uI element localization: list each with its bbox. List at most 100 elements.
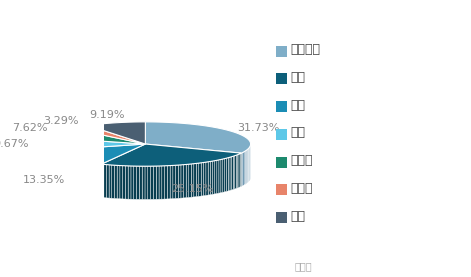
Polygon shape bbox=[91, 163, 92, 196]
Polygon shape bbox=[114, 165, 117, 199]
Polygon shape bbox=[79, 161, 80, 195]
Polygon shape bbox=[52, 154, 53, 188]
Text: 25.15%: 25.15% bbox=[171, 184, 214, 194]
Polygon shape bbox=[81, 161, 82, 195]
Polygon shape bbox=[58, 157, 59, 190]
Polygon shape bbox=[240, 153, 241, 187]
Polygon shape bbox=[71, 125, 146, 144]
Polygon shape bbox=[164, 166, 167, 199]
Polygon shape bbox=[239, 154, 240, 188]
Polygon shape bbox=[167, 166, 170, 199]
Polygon shape bbox=[189, 164, 191, 198]
Polygon shape bbox=[228, 157, 230, 191]
Polygon shape bbox=[40, 137, 146, 151]
Polygon shape bbox=[112, 165, 114, 198]
Text: 矿业汇: 矿业汇 bbox=[294, 261, 312, 271]
Bar bbox=[276, 129, 287, 140]
Polygon shape bbox=[146, 122, 251, 153]
Polygon shape bbox=[46, 152, 47, 185]
Polygon shape bbox=[233, 156, 235, 189]
Polygon shape bbox=[248, 148, 249, 182]
Bar bbox=[276, 157, 287, 168]
Polygon shape bbox=[60, 157, 61, 191]
Polygon shape bbox=[97, 164, 98, 197]
Polygon shape bbox=[101, 144, 241, 166]
Polygon shape bbox=[106, 165, 109, 198]
Polygon shape bbox=[184, 165, 186, 198]
Polygon shape bbox=[223, 159, 225, 192]
Polygon shape bbox=[227, 158, 228, 191]
Polygon shape bbox=[100, 164, 101, 198]
Polygon shape bbox=[237, 154, 239, 188]
Polygon shape bbox=[49, 153, 50, 187]
Polygon shape bbox=[139, 166, 142, 199]
Polygon shape bbox=[173, 165, 176, 199]
Polygon shape bbox=[206, 162, 208, 195]
Polygon shape bbox=[212, 161, 215, 194]
Polygon shape bbox=[62, 158, 63, 191]
Polygon shape bbox=[203, 162, 206, 196]
Polygon shape bbox=[199, 163, 201, 196]
Polygon shape bbox=[48, 152, 49, 186]
Polygon shape bbox=[68, 159, 69, 193]
Polygon shape bbox=[56, 156, 57, 189]
Polygon shape bbox=[137, 166, 139, 199]
Polygon shape bbox=[201, 163, 203, 196]
Polygon shape bbox=[61, 157, 62, 191]
Polygon shape bbox=[145, 166, 148, 199]
Polygon shape bbox=[45, 151, 46, 184]
Polygon shape bbox=[47, 152, 48, 186]
Polygon shape bbox=[235, 155, 236, 189]
Polygon shape bbox=[82, 162, 83, 195]
Text: 中国: 中国 bbox=[291, 71, 306, 84]
Polygon shape bbox=[92, 163, 93, 197]
Polygon shape bbox=[243, 152, 244, 186]
Polygon shape bbox=[236, 155, 237, 188]
Polygon shape bbox=[109, 165, 112, 198]
Bar bbox=[276, 184, 287, 195]
Polygon shape bbox=[215, 160, 217, 194]
Polygon shape bbox=[59, 157, 60, 190]
Polygon shape bbox=[208, 161, 211, 195]
Polygon shape bbox=[244, 151, 245, 185]
Polygon shape bbox=[51, 154, 52, 188]
Polygon shape bbox=[128, 166, 131, 199]
Polygon shape bbox=[88, 122, 146, 144]
Polygon shape bbox=[181, 165, 184, 198]
Polygon shape bbox=[45, 128, 146, 144]
Polygon shape bbox=[71, 160, 72, 193]
Text: 其他: 其他 bbox=[291, 210, 306, 222]
Polygon shape bbox=[232, 156, 233, 190]
Polygon shape bbox=[117, 165, 120, 199]
Polygon shape bbox=[65, 158, 67, 192]
Polygon shape bbox=[77, 161, 79, 194]
Polygon shape bbox=[45, 144, 146, 164]
Polygon shape bbox=[142, 166, 145, 199]
Polygon shape bbox=[75, 161, 76, 194]
Polygon shape bbox=[162, 166, 164, 199]
Polygon shape bbox=[159, 166, 162, 199]
Polygon shape bbox=[54, 155, 55, 189]
Polygon shape bbox=[186, 164, 189, 198]
Polygon shape bbox=[249, 147, 250, 181]
Polygon shape bbox=[219, 160, 221, 193]
Polygon shape bbox=[86, 162, 87, 196]
Polygon shape bbox=[64, 158, 65, 191]
Text: 9.19%: 9.19% bbox=[89, 110, 125, 120]
Polygon shape bbox=[148, 166, 151, 199]
Text: 7.62%: 7.62% bbox=[13, 124, 48, 134]
Polygon shape bbox=[230, 157, 232, 191]
Polygon shape bbox=[53, 155, 54, 188]
Polygon shape bbox=[225, 158, 227, 192]
Polygon shape bbox=[120, 166, 122, 199]
Polygon shape bbox=[245, 150, 246, 184]
Polygon shape bbox=[154, 166, 156, 199]
Polygon shape bbox=[96, 164, 97, 197]
Polygon shape bbox=[101, 164, 104, 198]
Polygon shape bbox=[211, 161, 212, 195]
Polygon shape bbox=[69, 159, 70, 193]
Text: 牙买加: 牙买加 bbox=[291, 182, 313, 195]
Polygon shape bbox=[217, 160, 219, 194]
Polygon shape bbox=[125, 166, 128, 199]
Polygon shape bbox=[50, 153, 51, 187]
